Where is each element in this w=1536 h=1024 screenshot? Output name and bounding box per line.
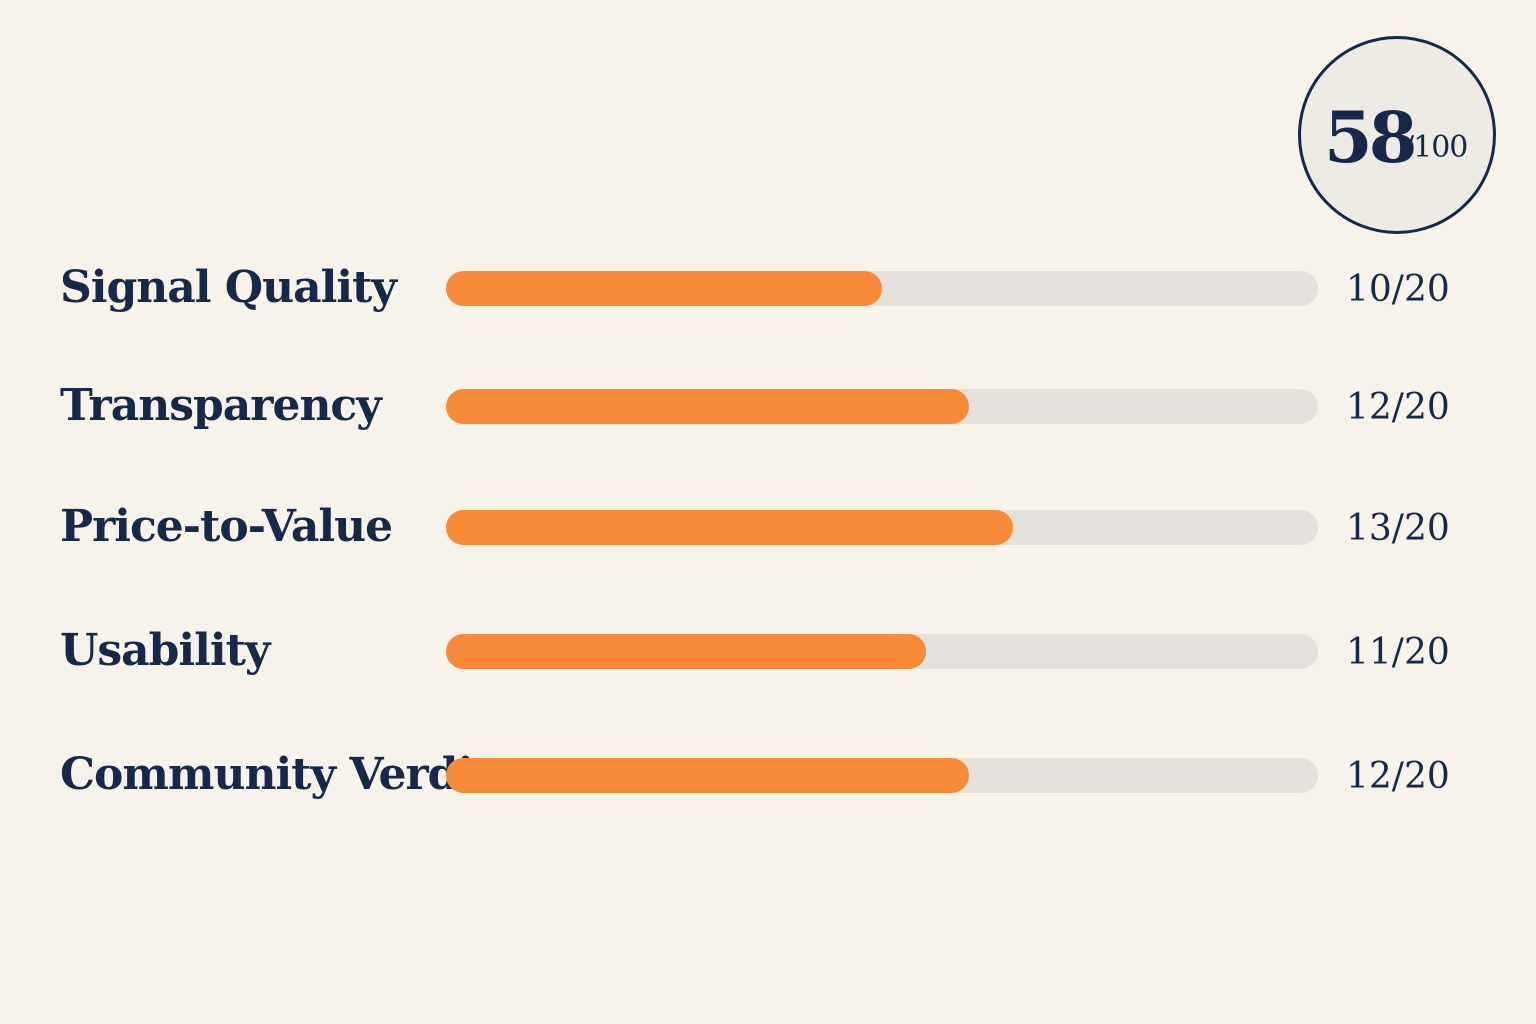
- category-label-signal-quality: Signal Quality: [60, 262, 397, 313]
- bar-track-usability: [446, 633, 1318, 669]
- bar-community-verdict: [446, 757, 970, 793]
- value-label-signal-quality: 10/20: [1346, 269, 1450, 310]
- category-label-price-to-value: Price-to-Value: [60, 501, 393, 552]
- total-score-max: /100: [1404, 130, 1468, 165]
- bar-signal-quality: [446, 270, 882, 306]
- bar-track-signal-quality: [446, 270, 1318, 306]
- score-circle: [1298, 36, 1496, 234]
- total-score-value: 58: [1324, 96, 1417, 179]
- value-label-community-verdict: 12/20: [1346, 756, 1450, 797]
- bar-track-price-to-value: [446, 509, 1318, 545]
- value-label-transparency: 12/20: [1346, 387, 1450, 428]
- bar-price-to-value: [446, 509, 1013, 545]
- bar-track-transparency: [446, 388, 1318, 424]
- category-label-usability: Usability: [60, 625, 270, 676]
- bar-usability: [446, 633, 926, 669]
- bar-track-community-verdict: [446, 757, 1318, 793]
- category-label-community-verdict: Community Verdict: [60, 749, 519, 800]
- value-label-usability: 11/20: [1346, 632, 1450, 673]
- value-label-price-to-value: 13/20: [1346, 508, 1450, 549]
- category-label-transparency: Transparency: [60, 380, 382, 431]
- bar-transparency: [446, 388, 970, 424]
